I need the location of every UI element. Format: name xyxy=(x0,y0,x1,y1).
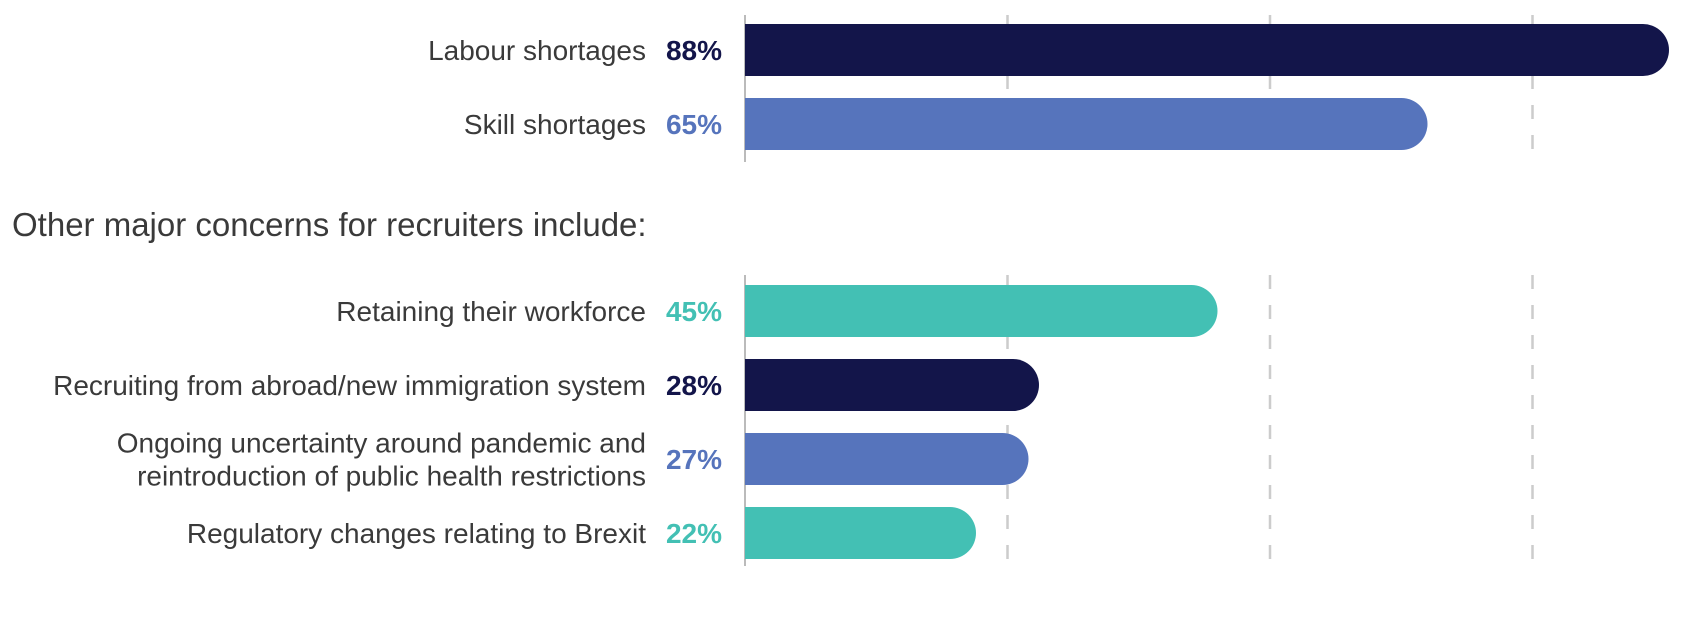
bar-2-1 xyxy=(745,285,1218,337)
value-label: 65% xyxy=(666,109,722,140)
value-label: 22% xyxy=(666,518,722,549)
value-label: 88% xyxy=(666,35,722,66)
bar-1-1 xyxy=(745,24,1669,76)
category-label: Recruiting from abroad/new immigration s… xyxy=(53,370,646,401)
section-heading: Other major concerns for recruiters incl… xyxy=(12,206,647,243)
bar-1-2 xyxy=(745,98,1428,150)
value-label: 27% xyxy=(666,444,722,475)
bar-2-3 xyxy=(745,433,1029,485)
category-label: Regulatory changes relating to Brexit xyxy=(187,518,646,549)
value-label: 45% xyxy=(666,296,722,327)
category-label: Labour shortages xyxy=(428,35,646,66)
category-label: Skill shortages xyxy=(464,109,646,140)
bar-2-2 xyxy=(745,359,1039,411)
category-label: reintroduction of public health restrict… xyxy=(137,461,646,492)
category-label: Ongoing uncertainty around pandemic and xyxy=(117,428,646,459)
category-label: Retaining their workforce xyxy=(336,296,646,327)
value-label: 28% xyxy=(666,370,722,401)
bar-2-4 xyxy=(745,507,976,559)
